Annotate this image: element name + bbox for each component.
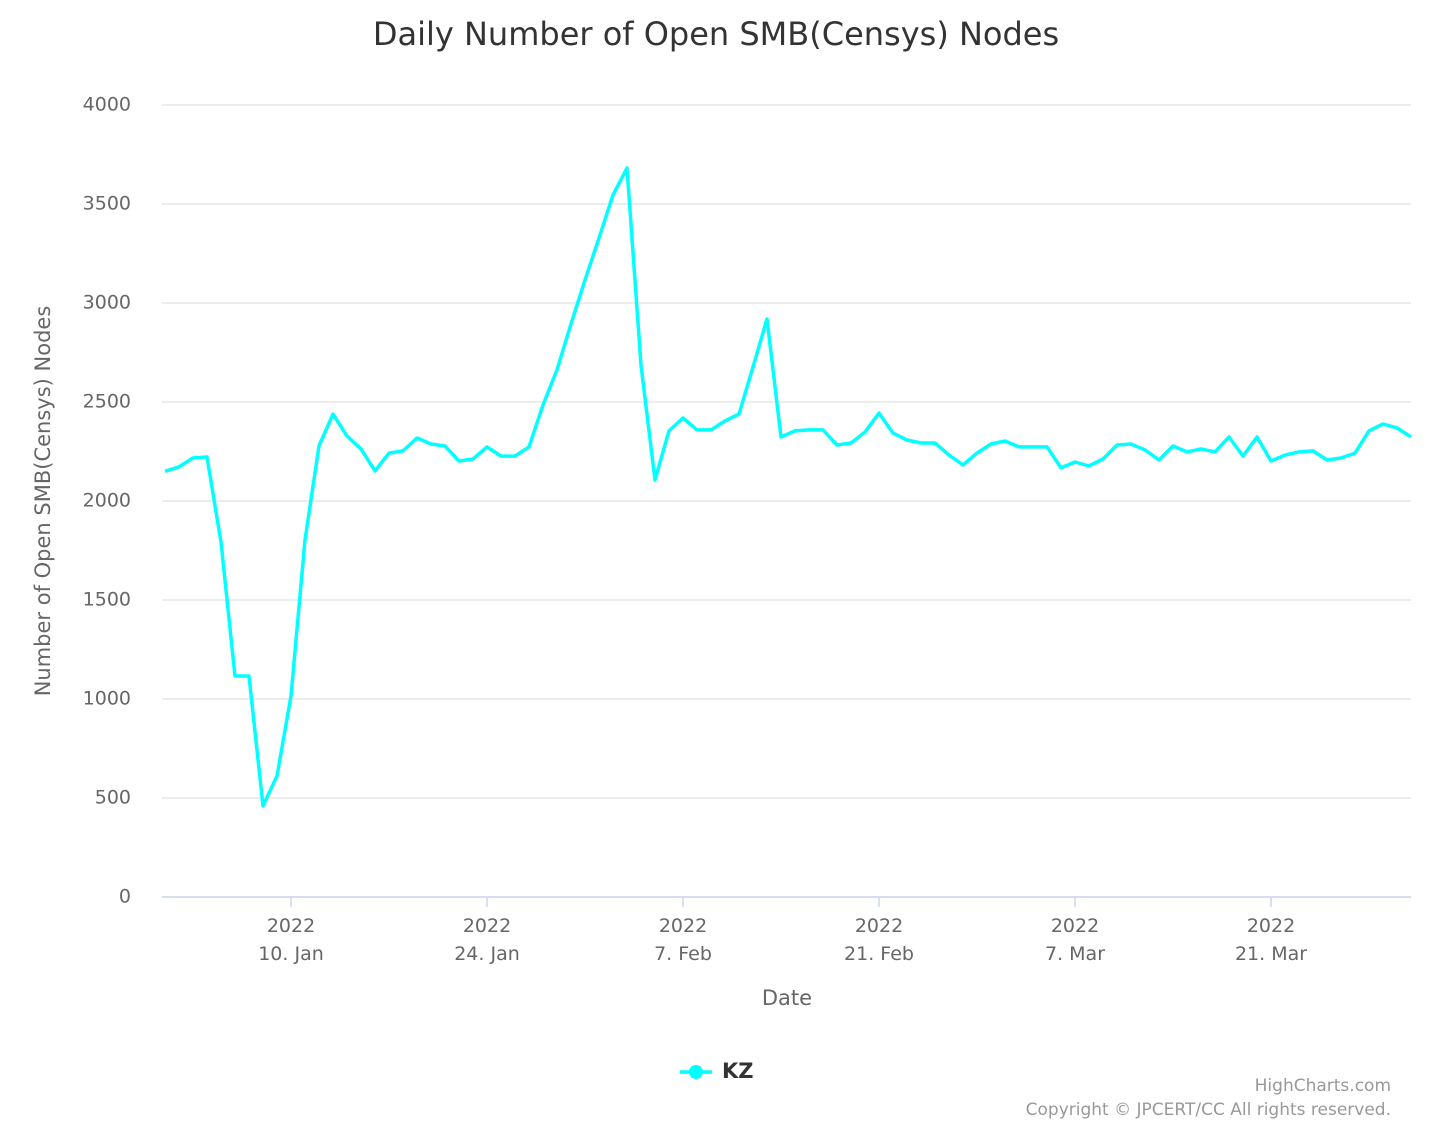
credit: HighCharts.com [1255,1076,1391,1096]
y-tick-label: 0 [119,886,131,908]
series-line [164,166,1412,808]
credit: Copyright © JPCERT/CC All rights reserve… [1026,1100,1391,1120]
x-tick-label: 2022 10. Jan [258,915,324,965]
y-tick-label: 1000 [83,688,131,710]
y-tick-label: 3500 [83,193,131,215]
legend-label: KZ [722,1059,754,1083]
legend-marker [689,1065,703,1079]
y-tick-label: 1500 [83,589,131,611]
chart-title: Daily Number of Open SMB(Censys) Nodes [373,15,1059,53]
x-tick-label: 2022 24. Jan [454,915,520,965]
y-axis-label: Number of Open SMB(Censys) Nodes [31,306,55,697]
y-tick-label: 2500 [83,391,131,413]
y-tick-label: 3000 [83,292,131,314]
x-tick-label: 2022 7. Mar [1045,915,1105,965]
x-tick-label: 2022 21. Feb [844,915,914,965]
y-tick-label: 500 [95,787,131,809]
x-tick-label: 2022 21. Mar [1235,915,1307,965]
x-tick-label: 2022 7. Feb [654,915,712,965]
y-tick-label: 2000 [83,490,131,512]
y-tick-label: 4000 [83,94,131,116]
x-axis-label: Date [762,986,812,1010]
